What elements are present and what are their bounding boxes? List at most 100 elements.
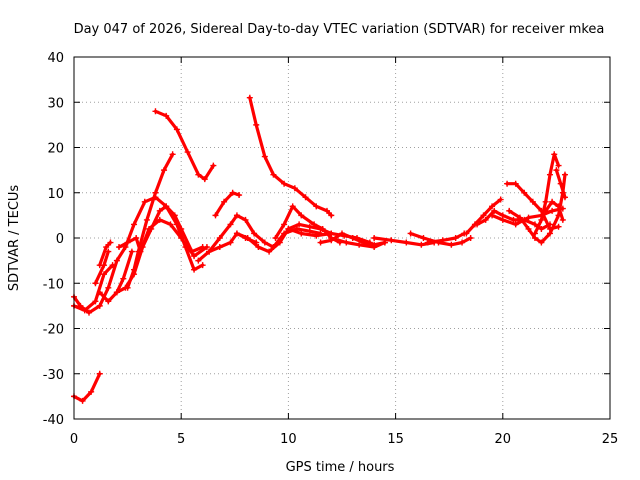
data-point-marker [291,185,298,192]
series-line-arc-13 [213,191,241,217]
data-point-marker [163,203,170,210]
data-point-marker [491,207,498,214]
data-point-marker [489,212,496,219]
y-tick-label: 20 [47,142,64,157]
data-point-marker [553,167,560,174]
data-point-marker [474,221,481,228]
data-point-marker [152,189,159,196]
x-tick-label: 20 [495,432,512,447]
chart-title: Day 047 of 2026, Sidereal Day-to-day VTE… [74,22,605,37]
data-point-marker [356,241,363,248]
data-point-marker [216,244,223,251]
data-point-marker [266,248,273,255]
data-point-marker [105,284,112,291]
data-point-marker [546,171,553,178]
data-point-marker [113,289,120,296]
data-point-marker [233,230,240,237]
data-point-marker [296,221,303,228]
data-point-marker [201,176,208,183]
data-point-marker [92,280,99,287]
data-point-marker [516,214,523,221]
series-line-arc-22 [426,231,466,245]
y-tick-label: -10 [43,277,64,292]
data-point-marker [156,216,163,223]
data-point-marker [146,225,153,232]
data-point-marker [531,230,538,237]
y-tick-label: 40 [47,51,64,66]
data-point-marker [371,235,378,241]
data-point-marker [173,126,180,133]
y-tick-label: 0 [56,232,64,247]
data-point-marker [141,198,148,205]
data-point-marker [124,284,131,291]
data-point-marker [233,212,240,219]
data-point-marker [128,248,135,255]
data-point-marker [371,244,378,251]
data-point-marker [525,225,532,232]
data-point-marker [131,266,138,273]
data-point-marker [133,235,140,241]
data-point-marker [531,221,538,228]
data-point-marker [339,230,345,237]
data-point-marker [191,266,198,273]
y-tick-label: -40 [43,413,64,428]
data-point-marker [529,198,536,205]
data-point-marker [542,198,549,205]
data-point-marker [163,112,170,119]
data-point-marker [143,216,150,223]
grid-lines [74,57,610,419]
data-point-marker [229,189,236,196]
data-point-marker [272,235,279,241]
data-point-marker [195,171,202,178]
data-point-marker [103,244,110,251]
data-point-marker [199,262,206,269]
data-point-marker [253,121,260,128]
data-point-marker [559,216,566,223]
data-point-marker [521,189,528,196]
data-point-marker [169,151,176,158]
data-point-marker [403,239,410,246]
data-point-marker [343,239,350,246]
data-point-marker [482,216,489,223]
data-point-marker [178,235,185,241]
data-point-marker [538,216,545,223]
data-point-marker [120,275,127,282]
data-point-marker [131,221,138,228]
data-point-marker [418,241,425,248]
series-line-arc-28 [533,152,561,236]
data-point-marker [439,237,446,244]
data-point-marker [210,162,217,169]
data-point-marker [546,230,553,237]
data-point-marker [203,244,210,251]
data-point-marker [161,167,168,174]
data-point-marker [178,225,185,232]
data-point-marker [96,302,103,309]
data-point-marker [499,216,506,223]
data-point-marker [388,237,395,244]
data-point-marker [191,253,198,260]
data-point-marker [206,248,213,255]
data-point-marker [184,149,191,156]
data-point-marker [276,239,283,246]
data-point-marker [156,207,163,214]
data-point-marker [538,225,545,232]
data-point-marker [105,298,112,305]
data-point-marker [549,207,556,214]
y-tick-label: -20 [43,323,64,338]
x-tick-label: 0 [70,432,78,447]
data-point-marker [555,203,562,210]
data-point-marker [79,397,86,404]
data-point-marker [306,223,313,230]
series-line-arc-21 [409,231,473,247]
data-point-marker [323,207,330,214]
x-tick-label: 25 [602,432,619,447]
x-axis-label: GPS time / hours [286,460,395,475]
data-point-marker [124,239,131,246]
data-point-marker [420,235,427,241]
data-point-marker [311,221,318,228]
data-point-marker [261,153,268,160]
data-point-marker [459,239,466,246]
data-series [71,94,568,404]
data-point-marker [317,239,324,246]
data-point-marker [480,212,487,219]
